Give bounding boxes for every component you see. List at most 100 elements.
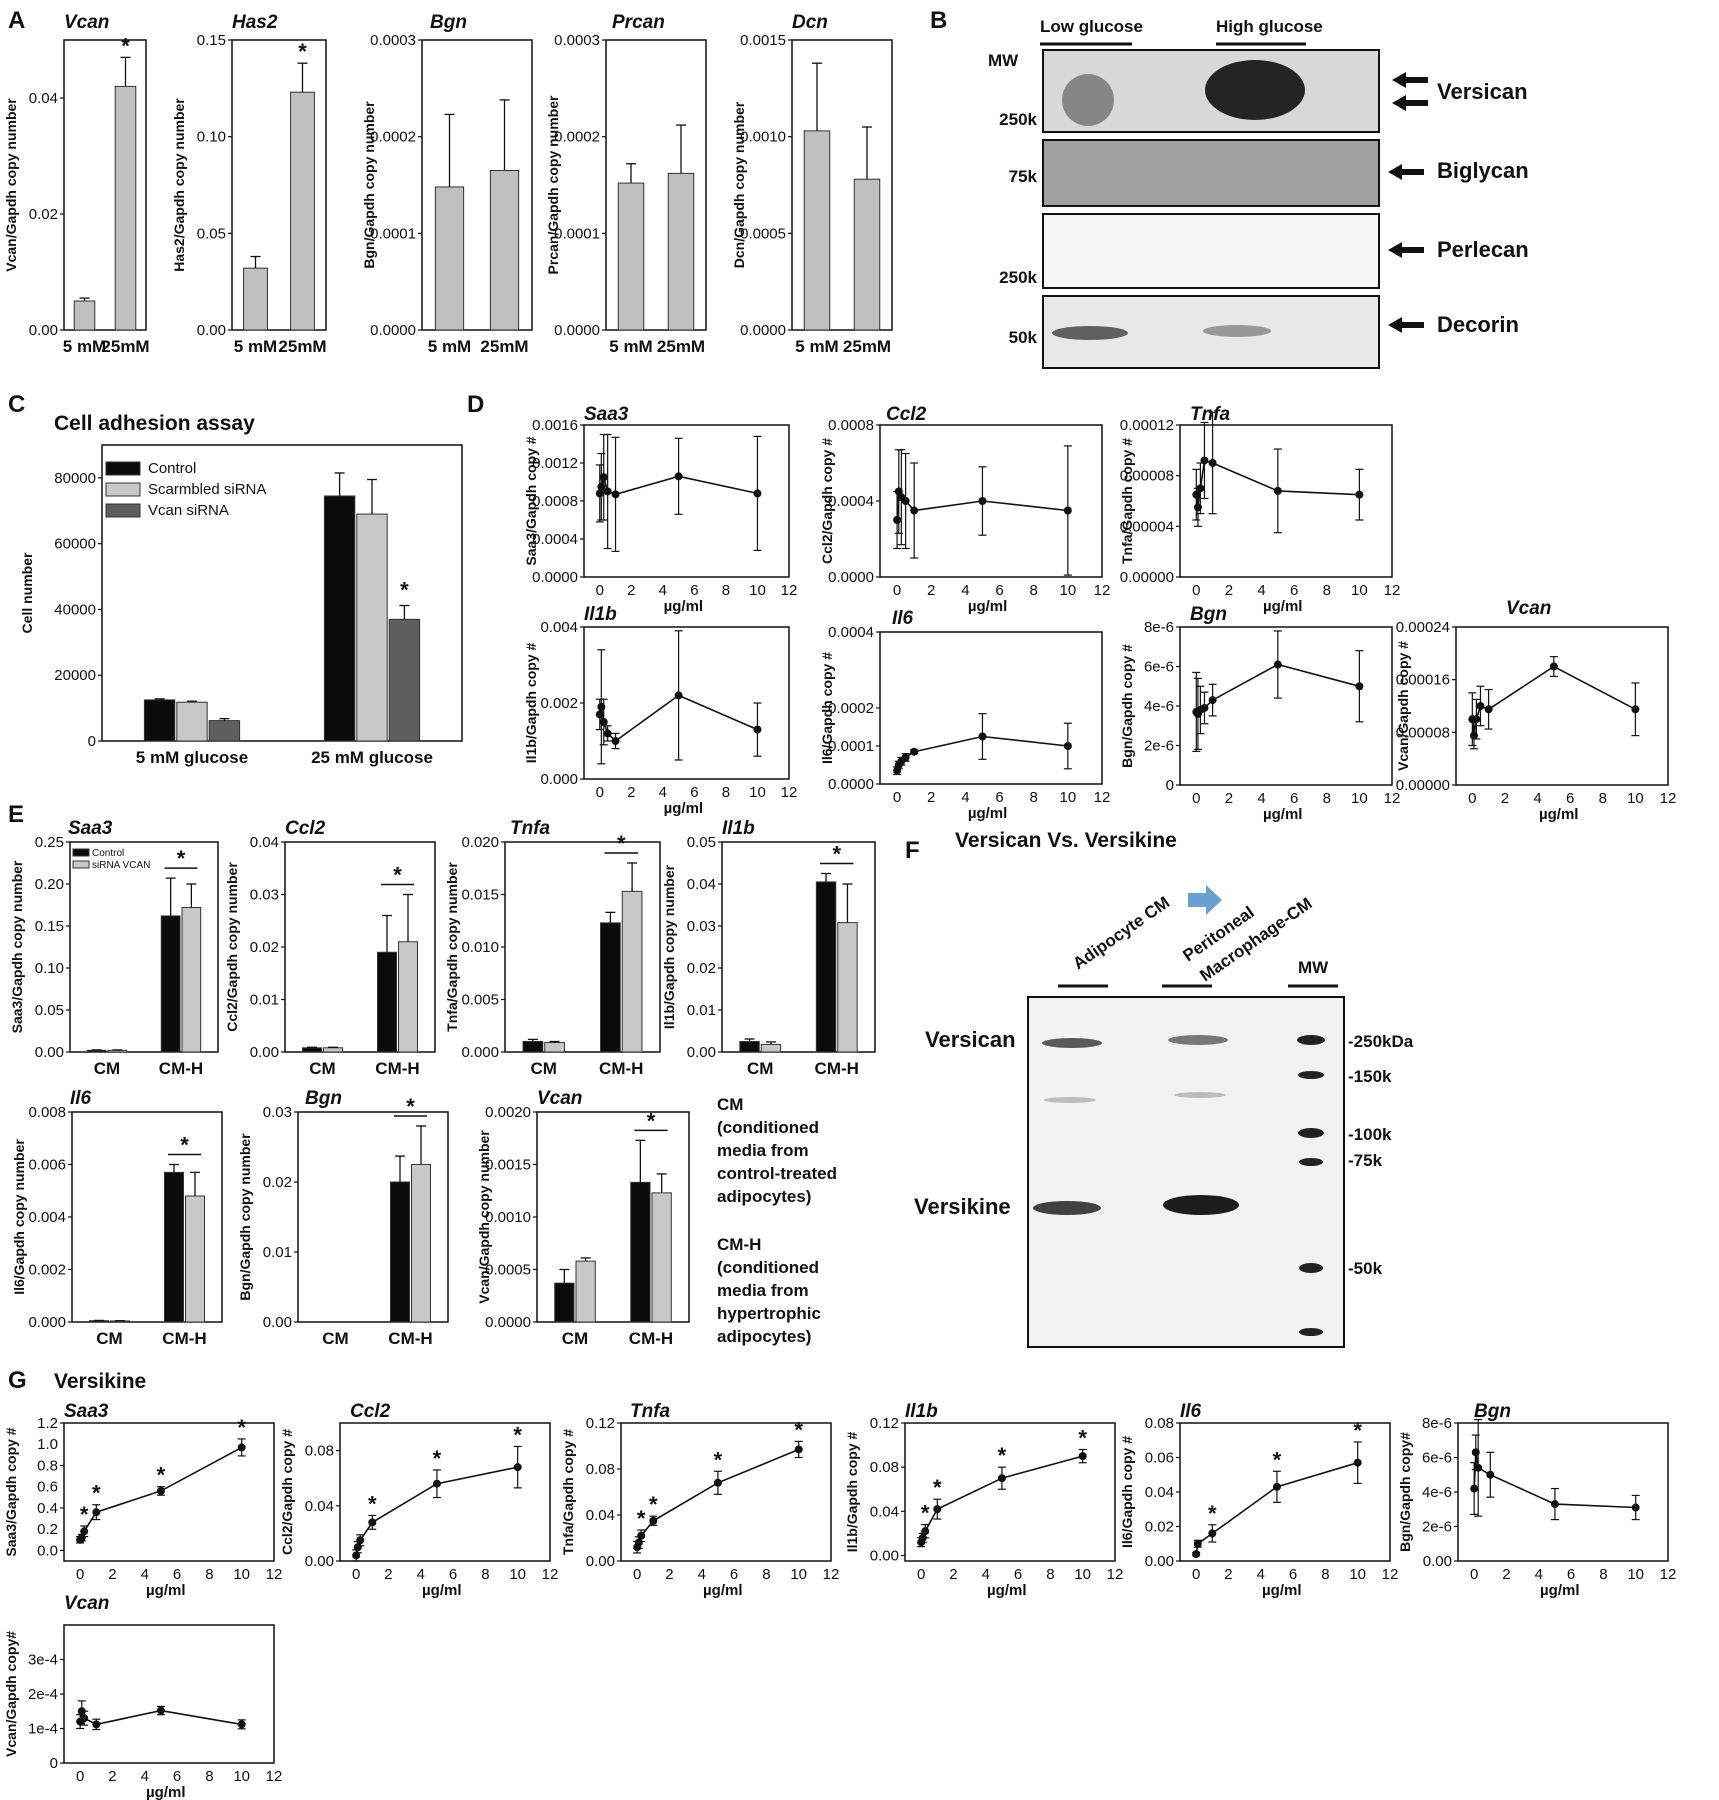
y-tick-label: 0.0002 xyxy=(554,129,600,146)
bar-value-5-mm xyxy=(73,300,96,331)
bar-control-cm-h xyxy=(630,1181,651,1323)
data-point xyxy=(713,1478,722,1487)
data-point xyxy=(1631,1503,1640,1512)
bar-value-25mm xyxy=(667,172,695,331)
y-tick-label: 0.0002 xyxy=(370,129,416,146)
x-axis-label: µg/ml xyxy=(703,1582,742,1599)
y-tick-label: 0.00024 xyxy=(1396,619,1450,636)
note-cm-3: media from xyxy=(717,1141,809,1160)
y-axis-label: Prcan/Gapdh copy number xyxy=(545,95,561,274)
blot-b-perlecan-strip xyxy=(1042,213,1380,289)
significance-star: * xyxy=(400,577,409,602)
plot-frame xyxy=(605,39,707,331)
data-point xyxy=(978,497,987,505)
y-axis-label: Dcn/Gapdh copy number xyxy=(731,101,747,268)
bar-control-cm-h xyxy=(390,1181,410,1323)
bar-control-cm xyxy=(554,1282,575,1323)
y-tick-label: 0.0000 xyxy=(485,1314,531,1331)
x-tick-label: 4 xyxy=(1535,1566,1543,1583)
x-tick-label: 25mM xyxy=(278,337,326,356)
bar-control-cm-h xyxy=(600,922,621,1053)
x-tick-label: 0 xyxy=(893,789,901,806)
note-cm-4: control-treated xyxy=(717,1164,837,1183)
y-tick-label: 0.03 xyxy=(687,918,716,935)
plot-frame xyxy=(231,39,327,331)
data-point xyxy=(603,487,612,496)
data-point xyxy=(753,725,762,734)
y-tick-label: 0.0000 xyxy=(740,322,786,339)
plot-frame xyxy=(63,1624,275,1764)
y-tick-label: 0.04 xyxy=(1145,1484,1174,1501)
x-tick-label: 0 xyxy=(1192,790,1200,807)
y-tick-label: 0.01 xyxy=(687,1002,716,1019)
x-tick-label: 8 xyxy=(205,1566,213,1583)
y-tick-label: 0.01 xyxy=(250,992,279,1009)
x-tick-label: 6 xyxy=(1014,1566,1022,1583)
y-tick-label: 0.00 xyxy=(35,1044,64,1061)
panel-letter-a: A xyxy=(8,7,25,34)
x-tick-label: 10 xyxy=(1627,1566,1644,1583)
bar-value-25mm xyxy=(489,170,520,331)
data-point xyxy=(1196,484,1205,493)
y-tick-label: 0.20 xyxy=(35,876,64,893)
x-tick-label: 2 xyxy=(665,1566,673,1583)
x-tick-label: CM xyxy=(747,1059,773,1078)
bar-control-cm-h xyxy=(815,881,837,1053)
blot-b-low-label: Low glucose xyxy=(1040,17,1143,36)
x-axis-label: µg/ml xyxy=(146,1784,185,1800)
significance-star: * xyxy=(617,831,626,856)
x-axis-label: µg/ml xyxy=(987,1582,1026,1599)
y-tick-label: 80000 xyxy=(54,470,96,487)
data-point xyxy=(432,1479,441,1488)
x-tick-label: 10 xyxy=(790,1566,807,1583)
panel-letter-g: G xyxy=(8,1367,27,1394)
chart-e-saa3: 0.00 0.05 0.10 0.15 0.20 0.25 Saa3/Gapdh copy … xyxy=(9,818,219,1078)
bar-control-5-mm-glucose xyxy=(143,699,176,742)
panel-f-ladder xyxy=(1297,1035,1325,1336)
y-tick-label: 0.0012 xyxy=(532,455,578,472)
chart-e-bgn: 0.00 0.01 0.02 0.03 Bgn/Gapdh copy number CM C… xyxy=(237,1088,449,1348)
chart-a-dcn: 0.0000 0.0005 0.0010 0.0015 Dcn/Gapdh copy n… xyxy=(731,12,893,356)
data-point xyxy=(1063,506,1072,515)
x-tick-label: CM-H xyxy=(162,1329,206,1348)
x-tick-label: 0 xyxy=(596,784,604,801)
data-point xyxy=(352,1551,361,1560)
y-tick-label: 0.00 xyxy=(687,1044,716,1061)
x-tick-label: 4 xyxy=(141,1566,149,1583)
y-axis-label: Il1b/Gapdh copy number xyxy=(661,864,677,1029)
bar-value-25mm xyxy=(114,85,137,331)
y-tick-label: 0.4 xyxy=(37,1500,58,1517)
blot-b-arrow-decorin xyxy=(1388,317,1424,333)
plot-frame xyxy=(879,424,1103,578)
data-point xyxy=(910,506,919,515)
bar-control-cm xyxy=(86,1049,107,1053)
panel-f-lane1: Adipocyte CM xyxy=(1069,893,1173,974)
x-tick-label: 12 xyxy=(1094,789,1111,806)
data-point xyxy=(513,1463,522,1472)
y-axis-label: Vcan/Gapdh copy number xyxy=(3,98,19,272)
y-tick-label: 0.0002 xyxy=(828,700,874,717)
data-point xyxy=(92,1508,101,1517)
x-tick-label: 2 xyxy=(949,1566,957,1583)
x-tick-label: 0 xyxy=(76,1566,84,1583)
y-tick-label: 0.10 xyxy=(197,129,226,146)
y-tick-label: 0.03 xyxy=(250,887,279,904)
chart-title: Vcan xyxy=(64,12,109,33)
significance-star: * xyxy=(1208,1501,1217,1526)
x-tick-label: 4 xyxy=(659,582,667,599)
x-tick-label: 10 xyxy=(749,784,766,801)
y-axis-label: Ccl2/Gapdh copy number xyxy=(224,862,240,1032)
blot-b-marker-250k-1: 250k xyxy=(999,110,1037,129)
y-tick-label: 0.04 xyxy=(29,90,58,107)
x-tick-label: 12 xyxy=(1107,1566,1124,1583)
x-tick-label: 10 xyxy=(1351,582,1368,599)
x-tick-label: 0 xyxy=(917,1566,925,1583)
x-tick-label: 12 xyxy=(1660,790,1677,807)
chart-title: Il6 xyxy=(892,608,914,629)
y-tick-label: 0.00 xyxy=(197,322,226,339)
x-tick-label: 5 mM glucose xyxy=(136,748,248,767)
x-tick-label: 0 xyxy=(1468,790,1476,807)
chart-title: Bgn xyxy=(305,1088,342,1109)
chart-title: Tnfa xyxy=(510,818,551,839)
y-tick-label: 0.0000 xyxy=(532,569,578,586)
